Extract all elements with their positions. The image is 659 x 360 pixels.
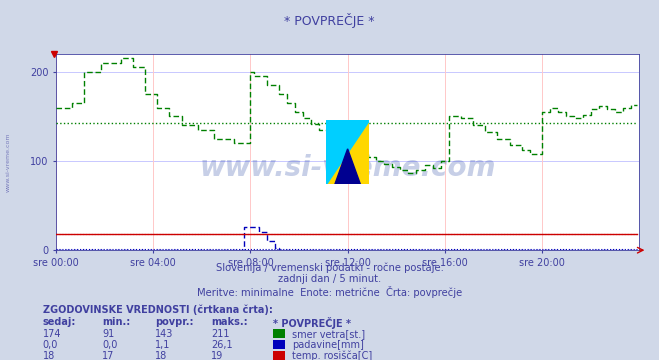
Text: 18: 18 <box>43 351 55 360</box>
Text: 17: 17 <box>102 351 115 360</box>
Text: min.:: min.: <box>102 317 130 327</box>
Polygon shape <box>335 149 360 184</box>
Text: 18: 18 <box>155 351 167 360</box>
Text: sedaj:: sedaj: <box>43 317 76 327</box>
Text: temp. rosišča[C]: temp. rosišča[C] <box>292 351 372 360</box>
Text: * POVPREČJE *: * POVPREČJE * <box>284 13 375 28</box>
Text: 1,1: 1,1 <box>155 340 170 350</box>
Text: 0,0: 0,0 <box>102 340 117 350</box>
Polygon shape <box>326 120 369 184</box>
Text: maks.:: maks.: <box>211 317 248 327</box>
Text: ZGODOVINSKE VREDNOSTI (črtkana črta):: ZGODOVINSKE VREDNOSTI (črtkana črta): <box>43 304 273 315</box>
Text: 19: 19 <box>211 351 223 360</box>
Text: 0,0: 0,0 <box>43 340 58 350</box>
Text: 143: 143 <box>155 329 173 339</box>
Text: zadnji dan / 5 minut.: zadnji dan / 5 minut. <box>278 274 381 284</box>
Text: Slovenija / vremenski podatki - ročne postaje.: Slovenija / vremenski podatki - ročne po… <box>215 262 444 273</box>
Text: 211: 211 <box>211 329 229 339</box>
Text: padavine[mm]: padavine[mm] <box>292 340 364 350</box>
Text: povpr.:: povpr.: <box>155 317 193 327</box>
Text: * POVPREČJE *: * POVPREČJE * <box>273 317 351 329</box>
Polygon shape <box>326 120 369 184</box>
Text: 174: 174 <box>43 329 61 339</box>
Text: 91: 91 <box>102 329 115 339</box>
Text: www.si-vreme.com: www.si-vreme.com <box>5 132 11 192</box>
Text: smer vetra[st.]: smer vetra[st.] <box>292 329 365 339</box>
Text: 26,1: 26,1 <box>211 340 233 350</box>
Text: www.si-vreme.com: www.si-vreme.com <box>200 154 496 182</box>
Text: Meritve: minimalne  Enote: metrične  Črta: povprečje: Meritve: minimalne Enote: metrične Črta:… <box>197 286 462 298</box>
